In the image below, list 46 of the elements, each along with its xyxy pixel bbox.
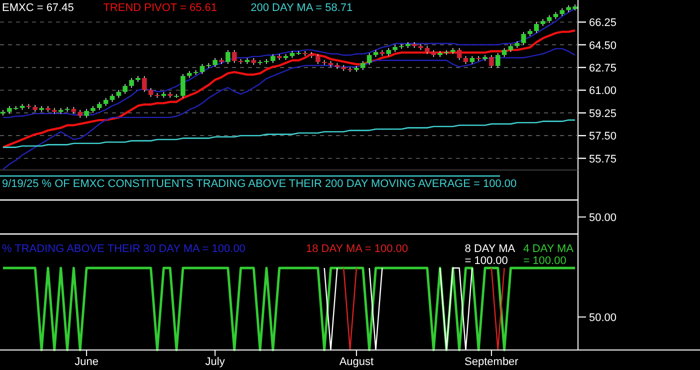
series-label: 18 DAY MA = 100.00 — [306, 243, 408, 255]
line-series — [2, 48, 576, 170]
text: 50.00 — [589, 212, 617, 224]
candlestick — [226, 50, 230, 64]
candlestick — [129, 78, 134, 88]
candlestick — [521, 32, 526, 46]
y-tick-label: 57.50 — [589, 130, 617, 143]
text: 9/19/25 % OF EMXC CONSTITUENTS TRADING ABOVE THEIR 200 DAY MOVING AVERAGE = 100.00 — [2, 178, 517, 190]
y-tick-label: 66.25 — [589, 17, 617, 30]
candlestick — [399, 44, 404, 50]
y-tick-label: 59.25 — [589, 108, 617, 120]
x-tick-label: August — [339, 356, 374, 368]
candlestick — [444, 50, 449, 56]
candlestick — [174, 94, 179, 98]
x-tick-label: September — [464, 356, 519, 368]
line-series — [2, 29, 576, 148]
candlestick — [264, 58, 269, 64]
legend-label: % TRADING ABOVE THEIR 30 DAY MA = 100.00 — [2, 243, 246, 255]
candlestick — [456, 48, 462, 60]
line-series — [2, 119, 576, 148]
candlestick — [200, 64, 205, 74]
y-tick-label: 55.75 — [589, 153, 617, 166]
candlestick — [302, 50, 308, 56]
candlestick — [232, 50, 237, 64]
text: TREND PIVOT = 65.61 — [103, 2, 218, 14]
y-tick-label: 62.75 — [589, 62, 617, 74]
candlestick — [366, 52, 372, 66]
candlestick — [476, 56, 481, 62]
candlestick — [316, 54, 320, 64]
candlestick — [122, 84, 128, 94]
y-tick-label: 61.00 — [589, 85, 617, 98]
series-label: 4 DAY MA = 100.00 — [523, 243, 574, 267]
text: 50.00 — [589, 312, 617, 324]
x-tick-label: July — [205, 356, 226, 368]
candlestick — [258, 60, 262, 66]
candlestick — [348, 66, 352, 72]
x-tick-label: June — [74, 356, 98, 368]
series-label: 8 DAY MA = 100.00 — [464, 243, 516, 267]
candlestick — [142, 76, 147, 92]
text: 200 DAY MA = 58.71 — [250, 2, 353, 14]
candlestick — [495, 52, 500, 68]
candlestick — [534, 22, 539, 34]
candlestick — [180, 74, 186, 98]
candlestick — [489, 54, 494, 68]
annotation: EMXC = 67.45 — [2, 2, 74, 14]
y-tick-label: 64.50 — [589, 40, 617, 52]
